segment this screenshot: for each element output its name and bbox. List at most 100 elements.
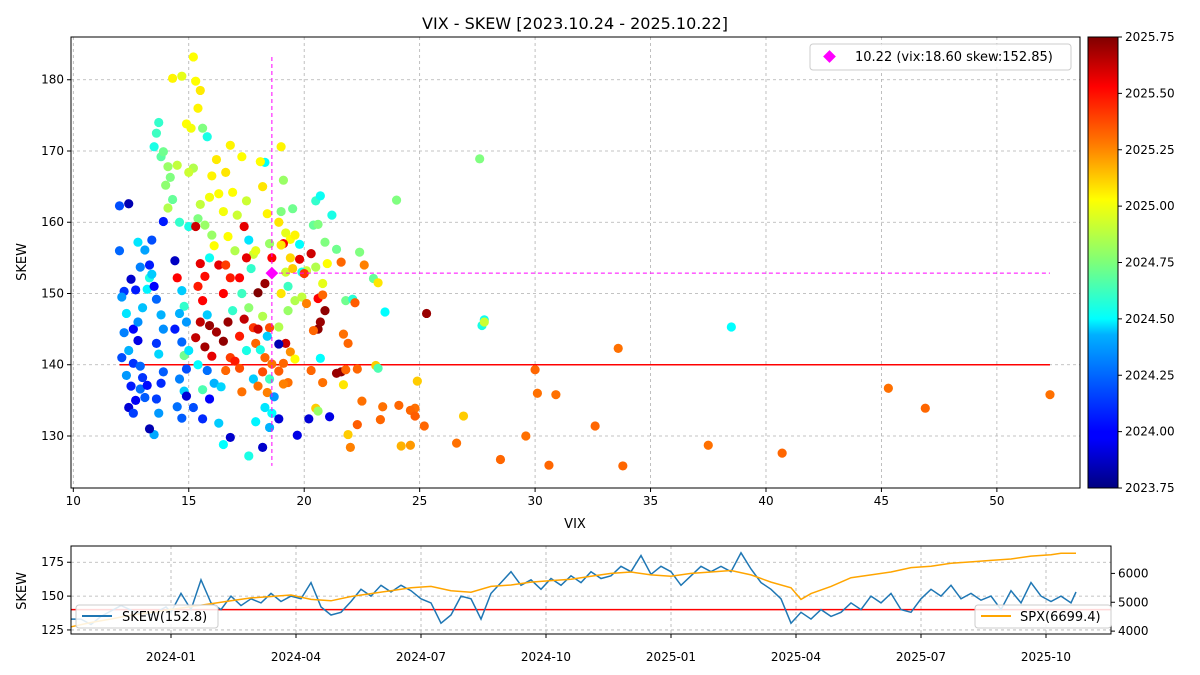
scatter-point [202,310,212,320]
scatter-point [274,366,284,376]
scatter-point [195,199,205,210]
scatter-point [193,360,203,370]
scatter-point [200,342,210,352]
scatter-point [144,424,155,434]
scatter-point [218,206,228,217]
scatter-point [276,240,286,250]
scatter-point [218,439,228,450]
scatter-point [258,182,268,192]
legend-current-point-label: 10.22 (vix:18.60 skew:152.85) [855,50,1053,65]
scatter-x-ticks: 10 15 20 25 30 35 40 45 50 [66,488,1005,508]
colorbar-gradient [1087,36,1119,489]
scatter-point [131,395,141,405]
scatter-point [121,308,132,319]
scatter-point [264,374,275,384]
skew-series-line [71,551,1077,626]
scatter-point [142,380,152,391]
scatter-point [221,260,231,270]
scatter-point [230,356,240,366]
scatter-point [156,378,166,388]
scatter-point [128,324,138,334]
scatter-point [202,365,212,376]
scatter-point [198,296,208,306]
scatter-point [618,461,628,471]
scatter-point [544,460,554,470]
scatter-point [292,430,302,440]
scatter-point [613,343,623,353]
scatter-point [137,303,148,313]
scatter-x-tick-label: 45 [874,494,889,508]
scatter-point [174,308,185,319]
scatter-point [188,402,198,413]
scatter-point [281,338,291,348]
scatter-point [308,325,319,336]
scatter-point [297,292,307,302]
timeseries-left-ticks: 125 150 175 [41,555,71,637]
scatter-x-tick-label: 50 [989,494,1004,508]
scatter-point [244,235,254,245]
scatter-point [313,219,323,229]
scatter-point [495,454,506,465]
scatter-point [184,221,194,232]
scatter-point [214,418,224,428]
scatter-point [306,248,316,259]
scatter-point [170,256,180,266]
scatter-point [315,191,325,201]
scatter-point [331,368,342,378]
scatter-point [343,429,353,440]
scatter-point [119,328,129,338]
scatter-point [223,317,233,327]
scatter-point [301,298,312,309]
scatter-x-tick-label: 25 [412,494,427,508]
scatter-point [214,189,224,199]
timeseries-left-tick-label: 150 [41,589,64,603]
scatter-point [726,322,736,332]
scatter-points [114,52,1055,471]
scatter-point [114,246,125,256]
scatter-point [133,237,143,247]
scatter-point [151,128,162,138]
colorbar-tick-label: 2024.75 [1125,256,1175,270]
scatter-point [313,406,323,416]
timeseries-right-ticks: 4000 5000 6000 [1111,566,1149,638]
scatter-point [195,85,205,96]
scatter-point [174,217,185,227]
scatter-point [126,381,136,391]
scatter-point [267,359,277,369]
timeseries-right-tick-label: 4000 [1118,624,1149,638]
scatter-point [221,365,231,376]
scatter-point [262,387,272,398]
scatter-point [311,262,321,272]
scatter-point [179,301,189,311]
timeseries-grid [71,546,1111,634]
scatter-point [140,392,150,403]
scatter-point [184,167,194,177]
scatter-point [251,246,261,256]
scatter-x-tick-label: 20 [297,494,312,508]
scatter-point [405,440,416,450]
scatter-point [267,253,277,263]
scatter-point [412,376,422,386]
scatter-point [149,142,159,152]
scatter-point [195,258,205,269]
scatter-point [318,278,328,289]
scatter-point [207,230,217,240]
scatter-plot: 10 15 20 25 30 35 40 45 50 130 140 150 160 170 180 VI… [15,36,1081,532]
scatter-point [147,269,157,279]
scatter-x-tick-label: 40 [758,494,773,508]
scatter-point [458,411,469,421]
scatter-point [274,339,284,349]
scatter-point [172,402,182,412]
scatter-point [218,288,228,299]
scatter-point [207,351,217,361]
scatter-point [144,260,155,270]
scatter-y-tick-label: 140 [41,358,64,372]
scatter-point [262,331,272,341]
scatter-point [193,103,203,113]
scatter-point [211,154,222,165]
scatter-point [241,253,252,263]
timeseries-left-tick-label: 125 [41,623,64,637]
scatter-point [352,419,362,430]
scatter-point [186,123,196,133]
scatter-point [338,380,349,390]
